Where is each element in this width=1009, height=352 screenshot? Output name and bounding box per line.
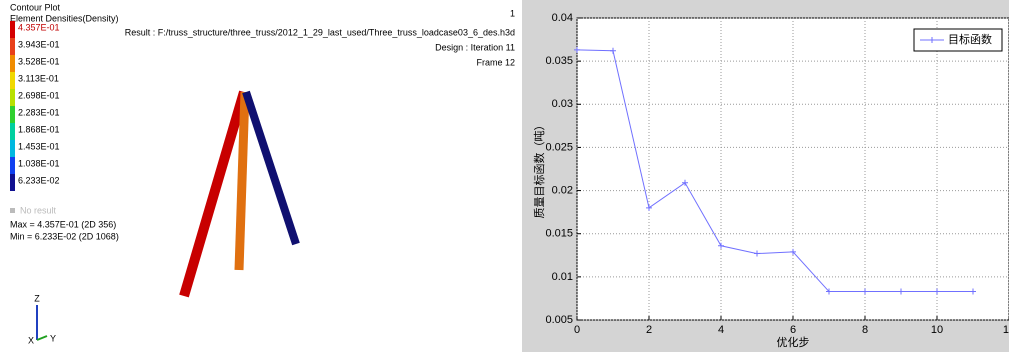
x-tick-label: 0: [574, 324, 580, 336]
triad-z-label: Z: [34, 293, 40, 303]
triad-y-label: Y: [50, 333, 56, 343]
legend-swatch: [10, 89, 15, 106]
frame-label: Frame 12: [476, 57, 515, 67]
x-axis-label: 优化步: [777, 335, 810, 349]
legend-label: 3.113E-01: [18, 73, 59, 83]
no-result-swatch: [10, 208, 15, 213]
legend-label: 3.943E-01: [18, 39, 60, 49]
y-tick-label: 0.01: [552, 271, 573, 283]
frame-number: 1: [510, 8, 515, 18]
legend-swatch: [10, 157, 15, 174]
y-tick-label: 0.04: [552, 12, 573, 24]
x-tick-label: 8: [862, 324, 868, 336]
x-tick-label: 12: [1003, 324, 1009, 336]
y-axis-label: 质量目标函数（吨）: [532, 120, 546, 219]
triad-x-label: X: [28, 335, 34, 345]
truss-bar: [239, 92, 245, 270]
min-label: Min = 6.233E-02 (2D 1068): [10, 231, 119, 241]
legend-swatch: [10, 21, 15, 38]
y-tick-label: 0.025: [545, 141, 573, 153]
x-tick-label: 6: [790, 324, 796, 336]
viewport-bg: [0, 0, 522, 352]
legend-label: 3.528E-01: [18, 56, 60, 66]
legend-label: 6.233E-02: [18, 175, 60, 185]
max-label: Max = 4.357E-01 (2D 356): [10, 219, 116, 229]
result-path: Result : F:/truss_structure/three_truss/…: [125, 27, 515, 37]
legend-swatch: [10, 123, 15, 140]
legend-swatch: [10, 106, 15, 123]
screenshot: Contour Plot Element Densities(Density) …: [0, 0, 1009, 352]
y-tick-label: 0.005: [545, 314, 573, 326]
y-tick-label: 0.03: [552, 98, 573, 110]
y-tick-label: 0.015: [545, 228, 573, 240]
page: Contour Plot Element Densities(Density) …: [0, 0, 1009, 352]
legend-swatch: [10, 55, 15, 72]
legend-label: 2.698E-01: [18, 90, 60, 100]
x-tick-label: 2: [646, 324, 652, 336]
no-result: No result: [20, 205, 57, 215]
x-tick-label: 10: [931, 324, 943, 336]
legend-label: 目标函数: [948, 32, 992, 46]
legend-label: 1.453E-01: [18, 141, 60, 151]
legend-label: 4.357E-01: [18, 22, 60, 32]
contour-title: Contour Plot: [10, 2, 61, 12]
y-tick-label: 0.035: [545, 55, 573, 67]
design-label: Design : Iteration 11: [435, 42, 515, 52]
legend-swatch: [10, 140, 15, 157]
legend-swatch: [10, 174, 15, 191]
y-tick-label: 0.02: [552, 184, 573, 196]
legend-swatch: [10, 38, 15, 55]
legend-label: 2.283E-01: [18, 107, 60, 117]
legend-label: 1.868E-01: [18, 124, 60, 134]
legend-label: 1.038E-01: [18, 158, 60, 168]
x-tick-label: 4: [718, 324, 724, 336]
legend-swatch: [10, 72, 15, 89]
